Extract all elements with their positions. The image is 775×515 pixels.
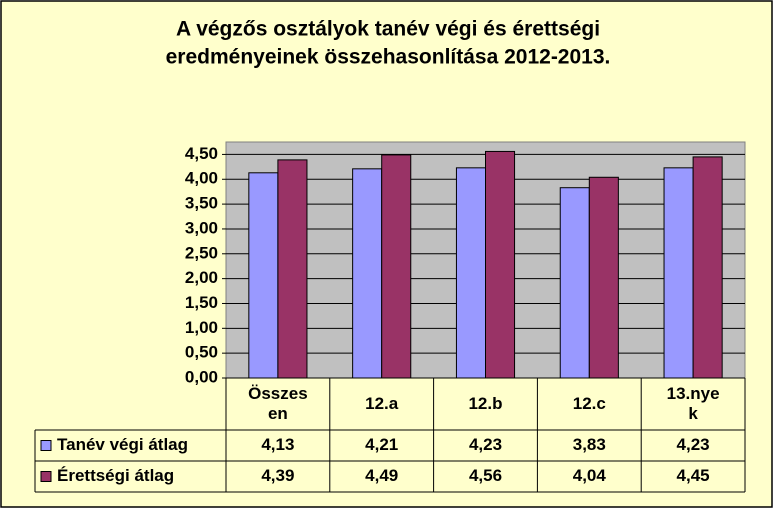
bar — [588, 176, 619, 379]
table-value: 4,39 — [261, 466, 294, 485]
bar — [352, 168, 383, 379]
table-value: 4,04 — [573, 466, 607, 485]
table-value: 4,23 — [469, 435, 502, 454]
y-tick-label: 0,50 — [185, 343, 218, 362]
y-tick-label: 1,50 — [185, 293, 218, 312]
x-tick-label: 12.a — [365, 394, 399, 413]
table-value: 4,56 — [469, 466, 502, 485]
table-value: 4,13 — [261, 435, 294, 454]
legend-label: Érettségi átlag — [57, 466, 174, 485]
chart-title-line: eredményeinek összehasonlítása 2012-2013… — [166, 46, 611, 69]
x-tick-label: 12.b — [468, 394, 503, 413]
y-tick-label: 2,00 — [185, 268, 218, 287]
x-tick-label-box: 13.nyek — [666, 384, 720, 423]
y-tick-label: 2,50 — [185, 243, 218, 262]
x-tick-label-box: 12.a — [365, 394, 399, 413]
bar — [248, 172, 279, 379]
y-tick-label: 4,00 — [185, 169, 218, 188]
x-tick-label-box: 12.b — [468, 394, 503, 413]
legend-key — [40, 471, 52, 482]
chart-title-line: A végzős osztályok tanév végi és érettsé… — [176, 18, 600, 41]
bar — [455, 167, 487, 379]
y-tick-label: 3,00 — [185, 218, 218, 237]
y-tick-label: 4,50 — [185, 144, 218, 163]
legend-label: Tanév végi átlag — [57, 435, 188, 454]
bar — [692, 156, 723, 379]
legend-key — [40, 440, 52, 451]
table-value: 4,49 — [365, 466, 398, 485]
x-tick-label: 13.nyek — [666, 384, 720, 423]
bar — [381, 154, 412, 379]
x-tick-label-box: 12.c — [572, 394, 606, 413]
table-value: 4,23 — [677, 435, 710, 454]
table-value: 3,83 — [573, 435, 606, 454]
x-tick-label-box: Összesen — [248, 384, 308, 423]
x-tick-label: 12.c — [572, 394, 606, 413]
x-tick-label: Összesen — [248, 384, 308, 423]
bar — [663, 167, 694, 379]
y-tick-label: 1,00 — [185, 318, 218, 337]
bar — [277, 159, 308, 379]
bar — [559, 187, 590, 379]
y-tick-label: 0,00 — [185, 367, 218, 386]
y-tick-label: 3,50 — [185, 194, 218, 213]
table-value: 4,45 — [677, 466, 710, 485]
table-value: 4,21 — [365, 435, 398, 454]
bar — [485, 150, 516, 379]
